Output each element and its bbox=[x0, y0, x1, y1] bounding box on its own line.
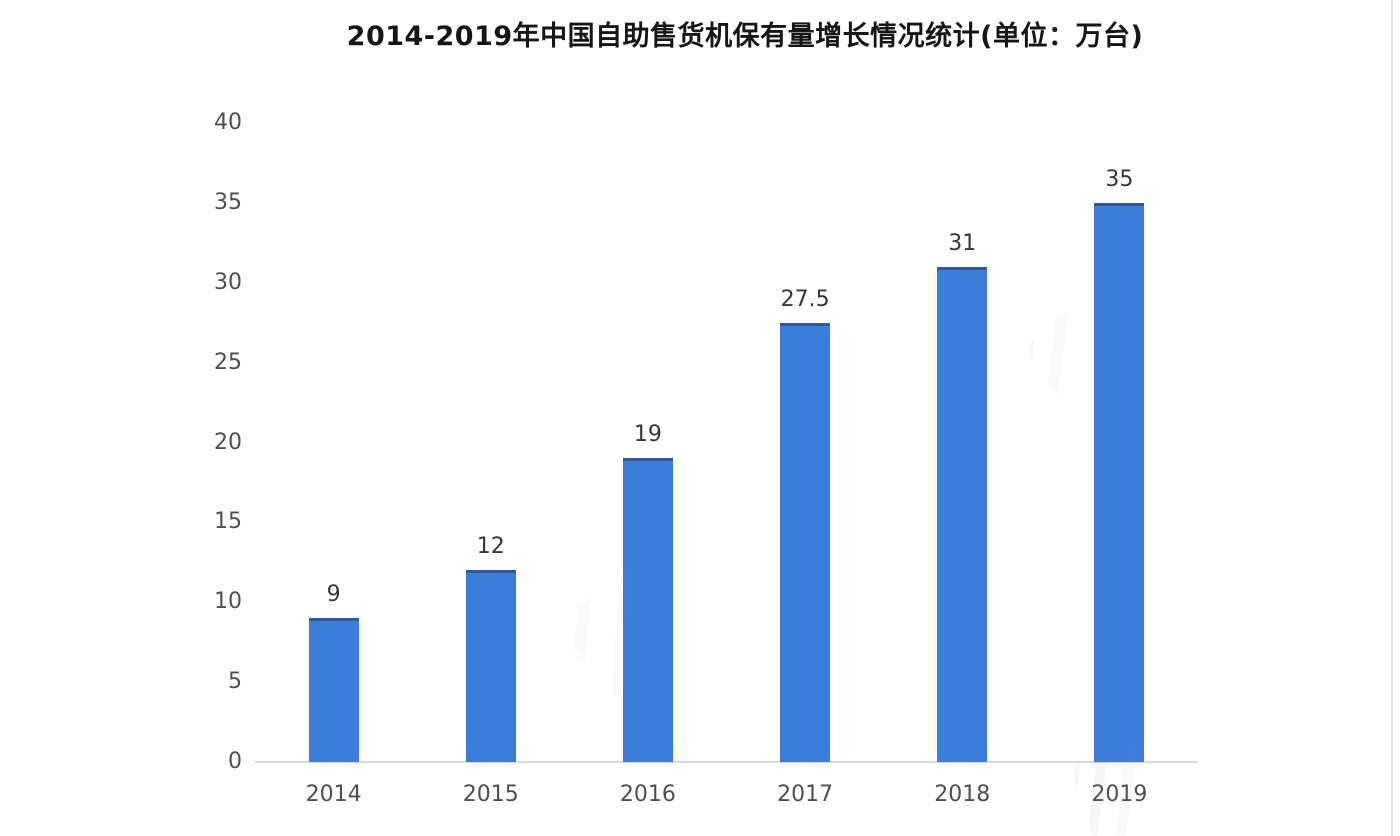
bar-value-label: 9 bbox=[326, 582, 341, 608]
x-axis-line bbox=[255, 761, 1198, 763]
x-tick-label: 2014 bbox=[305, 782, 362, 807]
x-tick-label: 2015 bbox=[462, 782, 519, 807]
x-tick-label: 2019 bbox=[1091, 782, 1148, 807]
bar-value-label: 19 bbox=[633, 422, 662, 448]
bar-value-label: 12 bbox=[476, 534, 505, 560]
bar bbox=[1094, 202, 1145, 762]
bar bbox=[780, 322, 831, 762]
bar-value-label: 31 bbox=[948, 230, 977, 256]
bar-value-label: 27.5 bbox=[780, 286, 830, 312]
bar bbox=[465, 570, 516, 762]
bar bbox=[308, 618, 359, 762]
bar bbox=[937, 266, 988, 762]
page-edge-divider bbox=[1391, 0, 1393, 836]
y-tick-label: 35 bbox=[214, 189, 242, 215]
y-tick-label: 10 bbox=[214, 589, 242, 615]
x-tick-label: 2018 bbox=[934, 782, 991, 807]
bar bbox=[622, 458, 673, 762]
bar-value-label: 35 bbox=[1105, 166, 1134, 192]
y-tick-label: 0 bbox=[228, 749, 242, 774]
x-tick-label: 2017 bbox=[777, 782, 834, 807]
y-tick-label: 25 bbox=[214, 349, 242, 375]
chart-title: 2014-2019年中国自助售货机保有量增长情况统计(单位：万台) bbox=[346, 21, 1144, 52]
y-tick-label: 40 bbox=[214, 110, 242, 135]
x-tick-label: 2016 bbox=[619, 782, 676, 807]
y-tick-label: 15 bbox=[214, 509, 242, 535]
y-tick-label: 20 bbox=[214, 429, 242, 455]
y-tick-label: 5 bbox=[228, 669, 242, 695]
y-tick-label: 30 bbox=[214, 269, 242, 295]
